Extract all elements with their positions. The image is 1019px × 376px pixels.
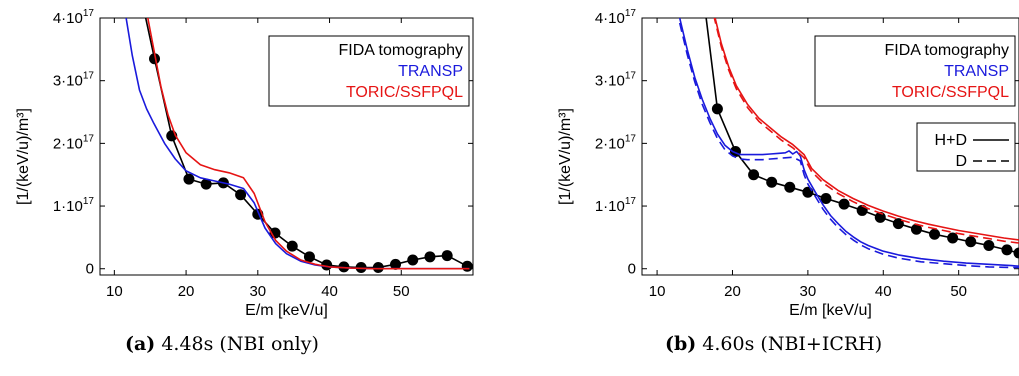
data-point <box>286 240 298 252</box>
line-style-entry: D <box>955 153 967 170</box>
series-line-2 <box>678 22 1019 269</box>
data-point <box>802 186 814 198</box>
plot-frame <box>641 17 1019 276</box>
x-tick-label: 50 <box>393 283 410 300</box>
x-tick-label: 40 <box>875 283 892 300</box>
x-axis-label: E/m [keV/u] <box>245 302 328 319</box>
legend-box <box>268 35 470 107</box>
data-point <box>929 228 941 240</box>
data-point <box>138 0 149 11</box>
series-group <box>125 0 473 273</box>
line-style-legend: H+D D <box>916 122 1016 172</box>
data-point <box>1001 244 1013 256</box>
x-axis-label: E/m [keV/u] <box>789 302 872 319</box>
data-point <box>748 169 760 181</box>
x-tick-label: 50 <box>950 283 967 300</box>
data-point <box>874 211 886 223</box>
y-tick-label: 3·1017 <box>53 71 95 90</box>
series-group <box>678 0 1019 269</box>
y-tick-label: 4·1017 <box>595 8 637 27</box>
data-point <box>983 240 995 252</box>
data-point <box>441 250 453 262</box>
y-tick-label: 2·1017 <box>595 133 637 152</box>
data-point <box>303 251 315 263</box>
chart-b: 10 20 30 40 50 0 1·1017 2·1017 3·1017 4·1017 E/m [… <box>557 0 1019 355</box>
data-point <box>910 223 922 235</box>
legend-box <box>814 35 1016 107</box>
data-point <box>820 193 832 205</box>
data-point <box>355 261 367 273</box>
y-tick-label: 1·1017 <box>53 196 95 215</box>
data-point <box>1013 247 1019 259</box>
data-point <box>461 260 473 272</box>
data-point <box>711 103 723 115</box>
y-tick-label: 2·1017 <box>53 133 95 152</box>
chart-caption: (b) 4.60s (NBI+ICRH) <box>665 333 882 355</box>
y-tick-label: 3·1017 <box>595 71 637 90</box>
legend-entry: FIDA tomography <box>339 42 464 59</box>
data-point <box>235 189 247 201</box>
chart-caption: (a) 4.48s (NBI only) <box>125 333 319 355</box>
y-tick-label: 4·1017 <box>53 8 95 27</box>
data-point <box>892 218 904 230</box>
chart-a: 10 20 30 40 50 0 1·1017 2·1017 3·1017 4·1017 E/m [… <box>15 0 474 355</box>
legend-entry: TRANSP <box>944 63 1009 80</box>
data-point <box>149 53 161 65</box>
series-line-3 <box>714 18 1019 241</box>
line-style-legend-box <box>916 122 1016 172</box>
x-tick-label: 10 <box>106 283 123 300</box>
line-style-entry: H+D <box>935 132 967 149</box>
data-point <box>372 261 384 273</box>
y-tick-label: 0 <box>628 261 636 278</box>
data-point <box>407 254 419 266</box>
series-line-2 <box>146 18 470 270</box>
x-tick-label: 20 <box>178 283 195 300</box>
data-point <box>321 259 333 271</box>
x-tick-label: 20 <box>724 283 741 300</box>
legend-entry: TORIC/SSFPQL <box>892 84 1009 101</box>
x-tick-label: 30 <box>800 283 817 300</box>
plot-frame <box>99 17 474 276</box>
legend: FIDA tomography TRANSP TORIC/SSFPQL <box>268 35 470 107</box>
data-point <box>338 261 350 273</box>
legend: FIDA tomography TRANSP TORIC/SSFPQL <box>814 35 1016 107</box>
data-point <box>965 236 977 248</box>
data-point <box>424 251 436 263</box>
data-point <box>838 198 850 210</box>
y-axis-label: [1/(keV/u)/m³] <box>15 108 32 205</box>
y-axis-label: [1/(keV/u)/m³] <box>557 108 574 205</box>
data-point <box>200 178 212 190</box>
series-line-4 <box>713 18 1019 244</box>
legend-entry: FIDA tomography <box>885 42 1010 59</box>
data-point <box>784 181 796 193</box>
series-line-1 <box>678 18 1019 267</box>
x-tick-label: 40 <box>321 283 338 300</box>
data-point <box>766 176 778 188</box>
legend-entry: TRANSP <box>398 63 463 80</box>
y-tick-label: 1·1017 <box>595 196 637 215</box>
data-point <box>947 232 959 244</box>
x-tick-label: 10 <box>649 283 666 300</box>
x-tick-label: 30 <box>249 283 266 300</box>
legend-entry: TORIC/SSFPQL <box>346 84 463 101</box>
data-point <box>699 0 710 11</box>
data-point <box>390 258 402 270</box>
data-point <box>183 173 195 185</box>
y-tick-label: 0 <box>86 261 94 278</box>
